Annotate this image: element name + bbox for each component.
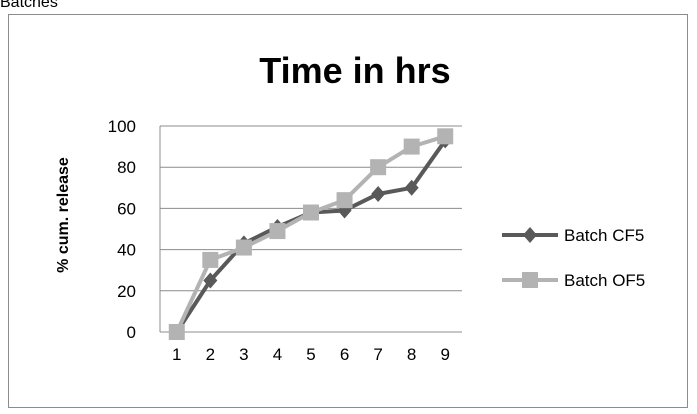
series-line xyxy=(175,139,447,334)
x-tick-label: 2 xyxy=(206,345,215,364)
data-point-marker xyxy=(437,128,454,145)
legend-label: Batch OF5 xyxy=(564,271,645,290)
legend-swatch-marker xyxy=(523,227,537,243)
legend-item: Batch OF5 xyxy=(502,271,645,290)
grid-lines xyxy=(159,125,462,333)
x-tick-label: 1 xyxy=(172,345,181,364)
x-tick-label: 4 xyxy=(273,345,282,364)
y-tick-label: 80 xyxy=(117,158,136,177)
x-axis-ticks: 1 2 3 4 5 6 7 8 9 xyxy=(172,345,450,364)
page-caption: Batches xyxy=(0,0,58,11)
x-tick-label: 7 xyxy=(373,345,382,364)
data-point-marker xyxy=(168,324,185,340)
data-point-marker xyxy=(303,204,319,221)
data-point-marker xyxy=(336,192,353,209)
data-point-marker xyxy=(403,138,420,155)
series-layer xyxy=(168,128,454,340)
y-tick-label: 40 xyxy=(117,241,136,260)
series-2 xyxy=(168,128,454,340)
data-point-marker xyxy=(203,272,218,289)
data-point-marker xyxy=(371,185,386,202)
series-line xyxy=(174,134,446,333)
data-point-marker xyxy=(404,179,419,196)
data-point-marker xyxy=(202,251,219,268)
y-tick-label: 100 xyxy=(108,117,136,136)
y-axis-ticks: 0 20 40 60 80 100 xyxy=(108,117,136,342)
y-tick-label: 0 xyxy=(127,323,136,342)
chart-title: Time in hrs xyxy=(259,50,450,91)
x-tick-label: 6 xyxy=(340,345,349,364)
legend-swatch-marker xyxy=(522,272,538,288)
x-tick-label: 8 xyxy=(407,345,416,364)
data-point-marker xyxy=(235,239,252,256)
data-point-marker xyxy=(269,223,286,240)
legend: Batch CF5 Batch OF5 xyxy=(502,226,645,290)
x-tick-label: 3 xyxy=(239,345,248,364)
legend-label: Batch CF5 xyxy=(564,226,644,245)
x-tick-label: 9 xyxy=(440,345,449,364)
y-tick-label: 60 xyxy=(117,199,136,218)
y-tick-label: 20 xyxy=(117,282,136,301)
legend-item: Batch CF5 xyxy=(502,226,644,245)
data-point-marker xyxy=(370,159,387,176)
x-tick-label: 5 xyxy=(306,345,315,364)
series-1 xyxy=(169,132,453,340)
y-axis-label: % cum. release xyxy=(55,157,72,273)
